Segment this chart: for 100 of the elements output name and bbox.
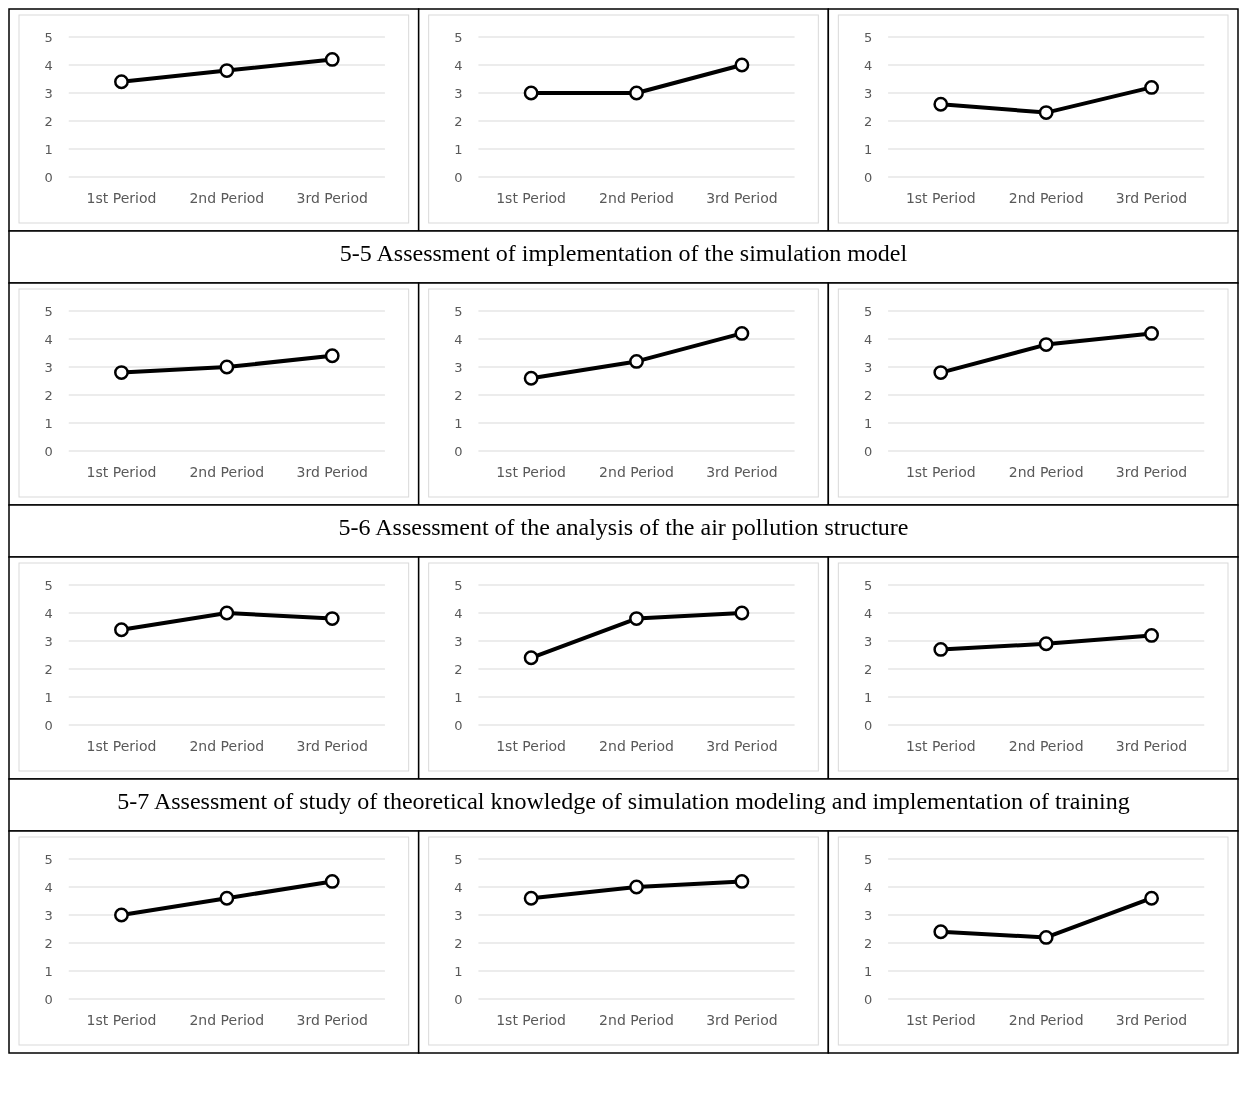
x-tick-label: 3rd Period: [1115, 190, 1188, 206]
point: [219, 359, 235, 375]
y-tick-label: 2: [863, 661, 873, 677]
x-tick-label: 2nd Period: [599, 738, 674, 754]
y-tick-label: 4: [863, 879, 873, 895]
y-tick-label: 3: [454, 907, 463, 923]
y-tick-label: 4: [44, 879, 53, 895]
point: [219, 890, 235, 906]
y-tick-label: 1: [863, 415, 873, 431]
x-tick-label: 2nd Period: [599, 190, 674, 206]
y-tick-label: 4: [44, 57, 53, 73]
x-tick-label: 3rd Period: [1115, 1012, 1188, 1028]
y-tick-label: 3: [454, 633, 463, 649]
point: [629, 879, 644, 895]
point: [114, 365, 129, 381]
y-tick-label: 2: [454, 387, 463, 403]
point: [324, 873, 340, 889]
point: [933, 924, 949, 940]
point: [734, 605, 750, 621]
y-tick-label: 1: [454, 141, 463, 157]
y-tick-label: 2: [44, 661, 53, 677]
text: 5-6 Assessment of the analysis of the air pollution structure: [338, 514, 909, 540]
x-tick-label: 1st Period: [905, 190, 976, 206]
x-tick-label: 2nd Period: [599, 464, 674, 480]
y-tick-label: 5: [863, 577, 873, 593]
y-tick-label: 0: [44, 443, 53, 459]
y-tick-label: 1: [44, 141, 53, 157]
x-tick-label: 2nd Period: [189, 1012, 265, 1028]
x-tick-label: 2nd Period: [1008, 464, 1084, 480]
y-tick-label: 1: [44, 689, 53, 705]
x-tick-label: 3rd Period: [706, 464, 778, 480]
point: [114, 74, 129, 90]
x-tick-label: 1st Period: [86, 464, 157, 480]
y-tick-label: 0: [44, 717, 53, 733]
y-tick-label: 0: [863, 169, 873, 185]
point: [114, 907, 129, 923]
y-tick-label: 5: [44, 303, 53, 319]
y-tick-label: 5: [44, 29, 53, 45]
point: [1144, 627, 1159, 643]
y-tick-label: 5: [454, 29, 463, 45]
point: [324, 611, 340, 627]
point: [219, 63, 235, 79]
y-tick-label: 3: [863, 85, 873, 101]
y-tick-label: 2: [44, 387, 53, 403]
x-tick-label: 2nd Period: [189, 464, 265, 480]
x-tick-label: 3rd Period: [706, 738, 778, 754]
y-tick-label: 0: [863, 991, 873, 1007]
y-tick-label: 1: [44, 963, 53, 979]
point: [1144, 890, 1159, 906]
point: [933, 96, 949, 112]
x-tick-label: 1st Period: [496, 1012, 567, 1028]
y-tick-label: 3: [454, 359, 463, 375]
y-tick-label: 0: [863, 717, 873, 733]
y-tick-label: 5: [454, 303, 463, 319]
x-tick-label: 3rd Period: [296, 738, 368, 754]
x-tick-label: 2nd Period: [1008, 738, 1084, 754]
x-tick-label: 1st Period: [905, 1012, 976, 1028]
y-tick-label: 3: [863, 907, 873, 923]
point: [1038, 105, 1054, 121]
point: [324, 51, 340, 67]
y-tick-label: 1: [863, 141, 873, 157]
point: [523, 650, 539, 666]
point: [734, 325, 750, 341]
y-tick-label: 1: [454, 689, 463, 705]
x-tick-label: 3rd Period: [706, 1012, 778, 1028]
y-tick-label: 3: [44, 907, 53, 923]
x-tick-label: 1st Period: [905, 464, 976, 480]
point: [1038, 337, 1054, 353]
text: 5-5 Assessment of implementation of the simulation model: [339, 240, 908, 266]
y-tick-label: 4: [44, 331, 53, 347]
point: [114, 622, 129, 638]
y-tick-label: 4: [44, 605, 53, 621]
y-tick-label: 4: [454, 331, 463, 347]
y-tick-label: 3: [44, 85, 53, 101]
x-tick-label: 1st Period: [496, 738, 567, 754]
text: 5-7 Assessment of study of theoretical knowledge of simulation modeling and implementation of training: [117, 788, 1130, 814]
y-tick-label: 1: [44, 415, 53, 431]
y-tick-label: 5: [454, 851, 463, 867]
y-tick-label: 3: [44, 359, 53, 375]
point: [629, 353, 644, 369]
x-tick-label: 1st Period: [905, 738, 976, 754]
y-tick-label: 3: [863, 633, 873, 649]
x-tick-label: 3rd Period: [296, 464, 368, 480]
y-tick-label: 4: [454, 879, 463, 895]
y-tick-label: 0: [454, 169, 463, 185]
y-tick-label: 4: [863, 605, 873, 621]
point: [1038, 636, 1054, 652]
x-tick-label: 3rd Period: [296, 190, 368, 206]
x-tick-label: 1st Period: [496, 464, 567, 480]
y-tick-label: 5: [44, 851, 53, 867]
y-tick-label: 5: [863, 303, 873, 319]
y-tick-label: 5: [454, 577, 463, 593]
x-tick-label: 1st Period: [86, 738, 157, 754]
y-tick-label: 4: [454, 57, 463, 73]
y-tick-label: 5: [863, 29, 873, 45]
x-tick-label: 2nd Period: [599, 1012, 674, 1028]
point: [523, 370, 539, 386]
y-tick-label: 0: [454, 717, 463, 733]
y-tick-label: 4: [863, 331, 873, 347]
x-tick-label: 2nd Period: [1008, 1012, 1084, 1028]
